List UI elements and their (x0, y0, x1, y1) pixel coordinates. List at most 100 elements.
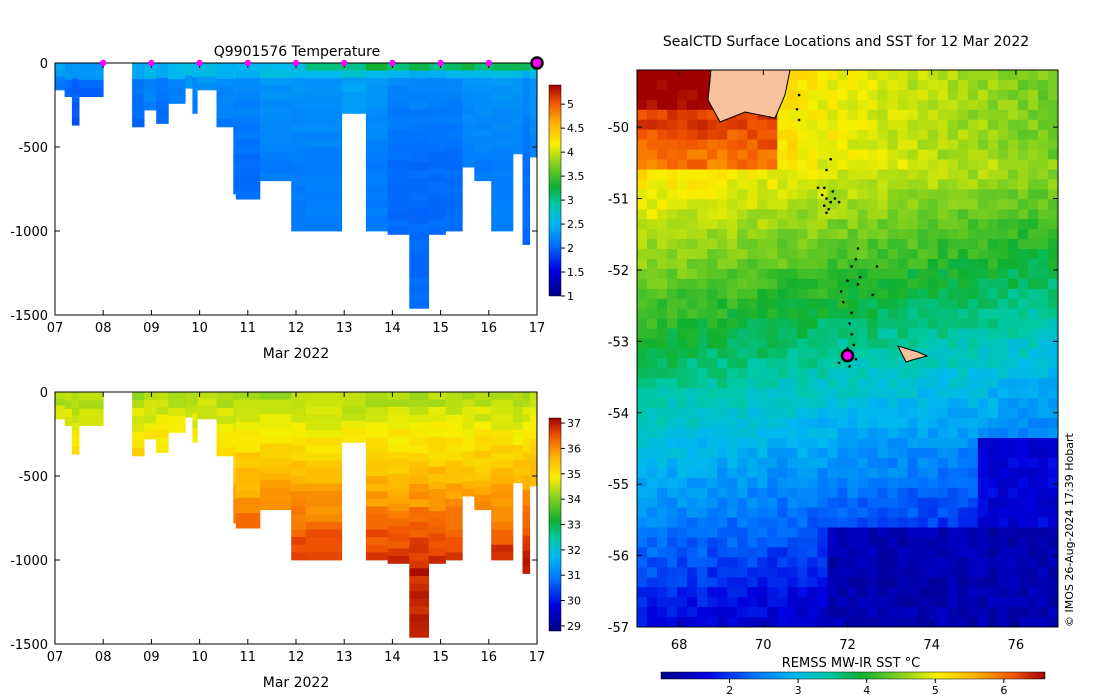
lat-tick-label: -50 (608, 121, 629, 136)
profile-cell (235, 100, 261, 109)
profile-cell (291, 169, 307, 178)
sst-cell (987, 268, 999, 280)
sst-cell (657, 70, 668, 81)
sst-cell (737, 278, 748, 290)
profile-cell (474, 414, 492, 422)
sst-cell (737, 567, 748, 578)
sst-cell (867, 368, 878, 379)
sst-cell (687, 527, 698, 538)
profile-cell (235, 138, 261, 147)
sst-cell (787, 139, 798, 150)
sst-cell (737, 418, 748, 429)
profile-cell (387, 152, 410, 161)
profile-cell (409, 438, 429, 447)
sst-cell (977, 139, 989, 150)
track-point (837, 361, 841, 365)
sst-cell (667, 527, 678, 538)
profile-cell (428, 197, 446, 205)
sst-cell (647, 149, 658, 160)
sst-cell (927, 567, 939, 578)
profile-cell (291, 544, 307, 553)
profile-column (55, 63, 65, 91)
profile-cell (409, 629, 429, 638)
sst-cell (817, 209, 828, 220)
sst-cell (747, 149, 758, 160)
sst-cell (857, 99, 868, 111)
x-tick-label: 10 (191, 321, 208, 336)
sst-cell (747, 438, 758, 449)
sst-cell (807, 278, 818, 290)
sst-cell (867, 607, 878, 618)
sst-cell (747, 278, 758, 290)
sst-cell (747, 497, 758, 509)
sst-cell (767, 547, 778, 558)
profile-cell (512, 108, 523, 117)
sst-cell (757, 288, 768, 300)
sst-cell (657, 547, 668, 558)
sst-cell (987, 318, 999, 330)
sst-cell (677, 308, 688, 320)
sst-cell (917, 268, 929, 280)
sst-cell (807, 368, 818, 379)
profile-cell (512, 115, 523, 124)
sst-cell (897, 517, 909, 528)
sst-cell (1048, 547, 1058, 558)
sst-cell (847, 428, 858, 439)
sst-cell (867, 587, 878, 598)
sst-cell (837, 408, 848, 419)
sst-cell (797, 537, 808, 548)
sst-cell (687, 259, 698, 270)
sst-cell (1017, 89, 1029, 101)
sst-cell (937, 70, 949, 81)
profile-cell (216, 400, 234, 409)
sst-cell (1038, 229, 1049, 240)
sst-cell (667, 179, 678, 190)
profile-cell (305, 116, 343, 125)
sst-cell (707, 428, 718, 439)
sst-cell (757, 239, 768, 250)
sst-cell (847, 537, 858, 548)
sst-cell (817, 99, 828, 111)
profile-cell (409, 147, 429, 156)
sst-cell (817, 368, 828, 379)
sst-cell (857, 378, 868, 389)
profile-cell (445, 460, 463, 469)
sst-cell (897, 577, 909, 588)
sst-cell (907, 487, 919, 499)
sst-cell (1038, 268, 1049, 280)
sst-cell (637, 179, 648, 190)
sst-cell (777, 99, 788, 111)
sst-cell (757, 209, 768, 220)
sst-cell (807, 537, 818, 548)
sst-cell (857, 477, 868, 489)
sst-cell (997, 517, 1009, 528)
sst-cell (837, 70, 848, 81)
profile-cell (305, 445, 343, 454)
sst-cell (807, 487, 818, 499)
sst-cell (657, 617, 668, 627)
sst-cell (727, 378, 738, 389)
profile-cell (462, 85, 475, 94)
profile-cell (235, 497, 261, 506)
sst-cell (937, 547, 949, 558)
sst-cell (947, 129, 959, 141)
sst-cell (837, 229, 848, 240)
profile-cell (428, 474, 446, 482)
sst-cell (687, 159, 698, 170)
profile-cell (185, 398, 193, 405)
sst-cell (637, 577, 648, 588)
sst-cell (867, 597, 878, 608)
profile-cell (291, 124, 307, 133)
sst-cell (747, 199, 758, 210)
sst-cell (1017, 278, 1029, 290)
profile-column (168, 392, 186, 433)
sst-cell (847, 189, 858, 200)
sst-cell (937, 617, 949, 627)
sst-cell (937, 408, 949, 419)
sst-cell (767, 517, 778, 528)
sst-cell (857, 597, 868, 608)
sst-cell (987, 497, 999, 509)
profile-cell (522, 452, 531, 461)
sst-cell (657, 398, 668, 409)
sst-cell (677, 239, 688, 250)
